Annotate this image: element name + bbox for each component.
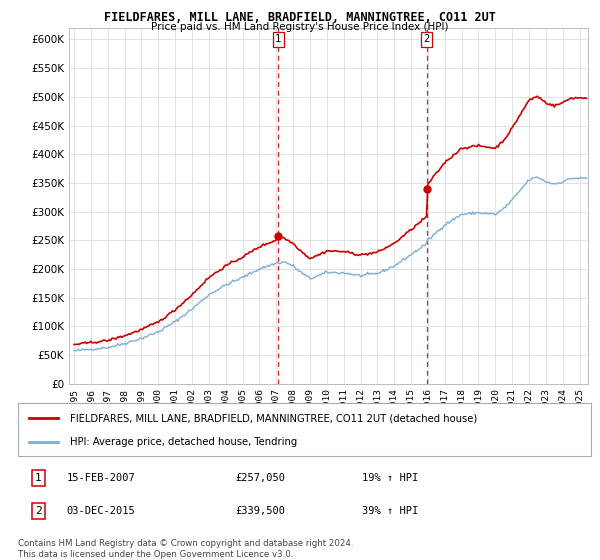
Text: £339,500: £339,500 xyxy=(236,506,286,516)
Text: 1: 1 xyxy=(275,34,281,44)
Text: 1: 1 xyxy=(35,473,41,483)
Text: 2: 2 xyxy=(424,34,430,44)
Text: FIELDFARES, MILL LANE, BRADFIELD, MANNINGTREE, CO11 2UT (detached house): FIELDFARES, MILL LANE, BRADFIELD, MANNIN… xyxy=(70,413,477,423)
FancyBboxPatch shape xyxy=(18,403,591,456)
Text: £257,050: £257,050 xyxy=(236,473,286,483)
Text: Price paid vs. HM Land Registry's House Price Index (HPI): Price paid vs. HM Land Registry's House … xyxy=(151,22,449,32)
Text: 15-FEB-2007: 15-FEB-2007 xyxy=(67,473,136,483)
Text: FIELDFARES, MILL LANE, BRADFIELD, MANNINGTREE, CO11 2UT: FIELDFARES, MILL LANE, BRADFIELD, MANNIN… xyxy=(104,11,496,24)
Text: 19% ↑ HPI: 19% ↑ HPI xyxy=(362,473,418,483)
Text: 03-DEC-2015: 03-DEC-2015 xyxy=(67,506,136,516)
Text: HPI: Average price, detached house, Tendring: HPI: Average price, detached house, Tend… xyxy=(70,436,297,446)
Text: Contains HM Land Registry data © Crown copyright and database right 2024.
This d: Contains HM Land Registry data © Crown c… xyxy=(18,539,353,559)
Text: 2: 2 xyxy=(35,506,41,516)
Text: 39% ↑ HPI: 39% ↑ HPI xyxy=(362,506,418,516)
